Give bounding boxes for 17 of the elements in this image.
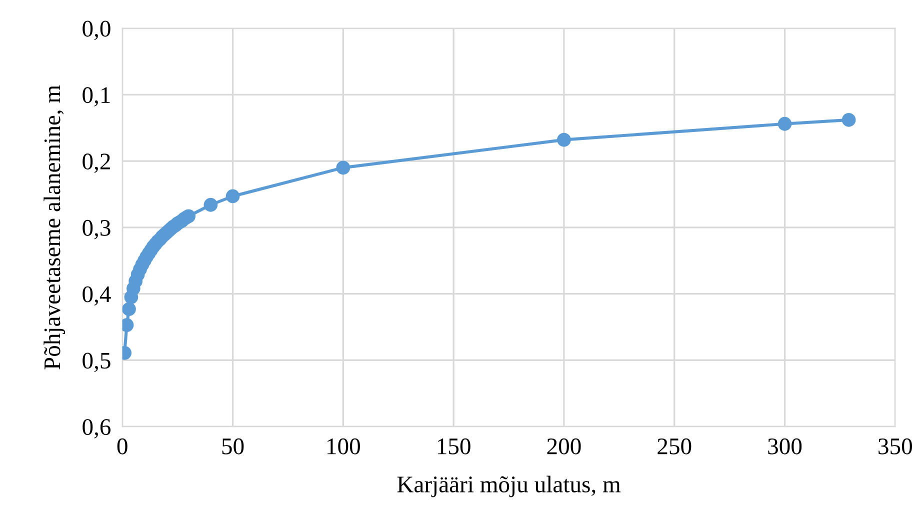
x-tick-label: 0 (117, 438, 128, 454)
y-tick-label: 0,6 (82, 419, 111, 438)
x-tick-label: 250 (658, 438, 692, 454)
y-tick-label: 0,1 (82, 87, 110, 106)
y-tick-label: 0,4 (82, 286, 111, 306)
y-tick-label: 0,3 (82, 220, 110, 240)
x-tick-label: 350 (878, 438, 912, 454)
x-tick-label: 50 (222, 438, 244, 454)
x-tick-label: 300 (768, 438, 802, 454)
x-tick-label: 100 (328, 438, 360, 454)
y-axis-title: Põhjaveetaseme alanemine, m (44, 85, 66, 370)
x-axis-title: Karjääri mõju ulatus, m (397, 476, 621, 498)
x-tick-label: 150 (438, 438, 470, 454)
y-tick-label: 0,0 (82, 20, 110, 40)
y-tick-label: 0,2 (82, 154, 110, 173)
y-tick-label: 0,5 (82, 352, 110, 372)
x-tick-label: 200 (547, 438, 581, 454)
